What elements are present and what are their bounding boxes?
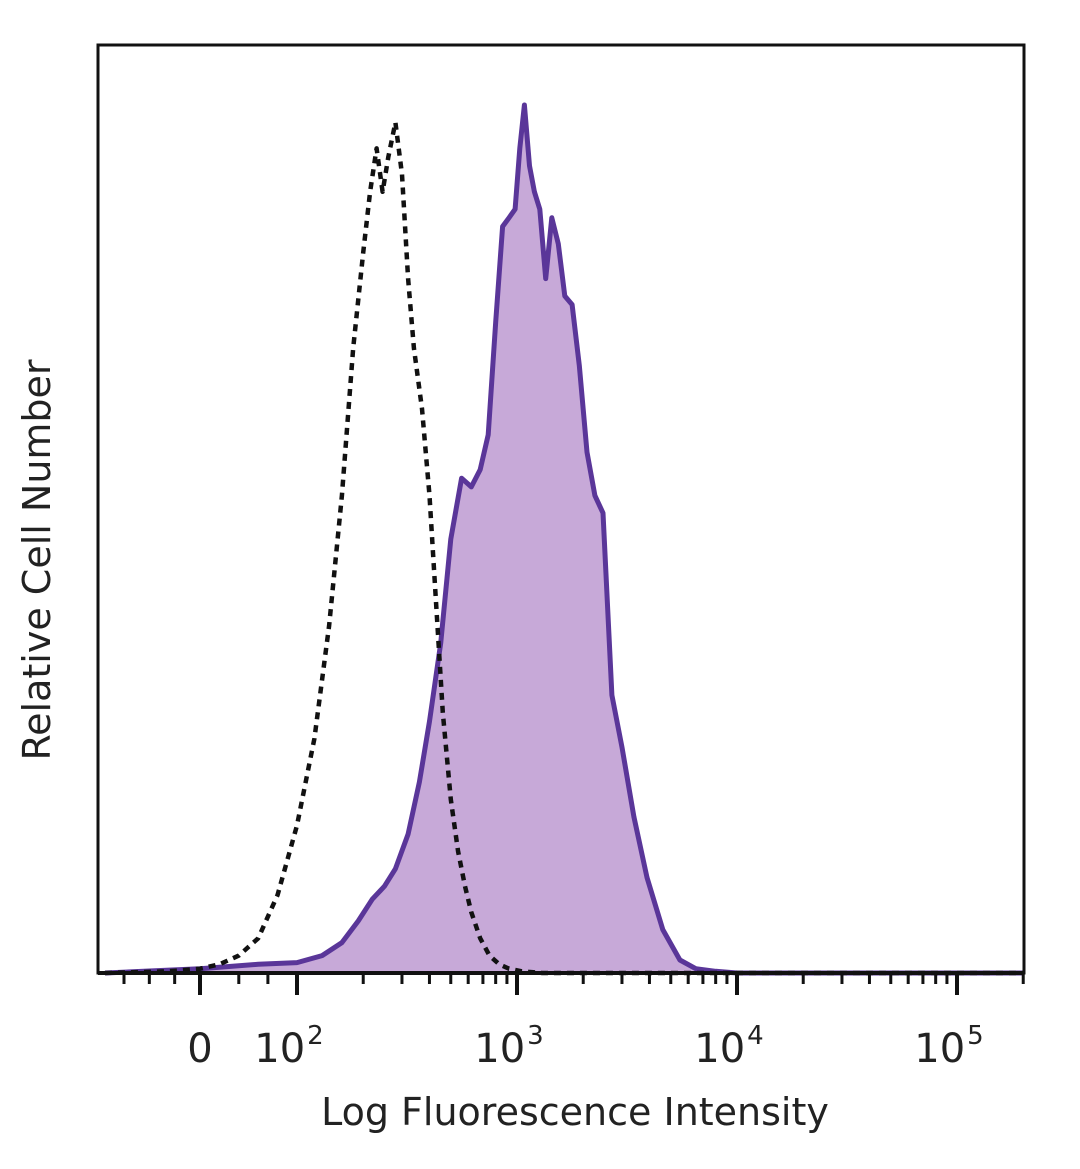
x-axis-title: Log Fluorescence Intensity bbox=[321, 1090, 829, 1134]
series-layer bbox=[104, 102, 1024, 976]
stained-fill-area bbox=[105, 105, 1024, 973]
x-tick-label-0: 0 bbox=[187, 1026, 212, 1072]
x-tick-label-3: 104 bbox=[694, 1021, 763, 1072]
x-tick-label-1: 102 bbox=[254, 1021, 323, 1072]
tick-layer: 0 102 103 104 105 bbox=[122, 973, 1025, 1072]
y-axis-title: Relative Cell Number bbox=[15, 359, 59, 760]
stained-series-line bbox=[104, 102, 1024, 976]
x-tick-label-2: 103 bbox=[474, 1021, 543, 1072]
control-series-line bbox=[104, 120, 1024, 976]
x-tick-label-4: 105 bbox=[914, 1021, 983, 1072]
